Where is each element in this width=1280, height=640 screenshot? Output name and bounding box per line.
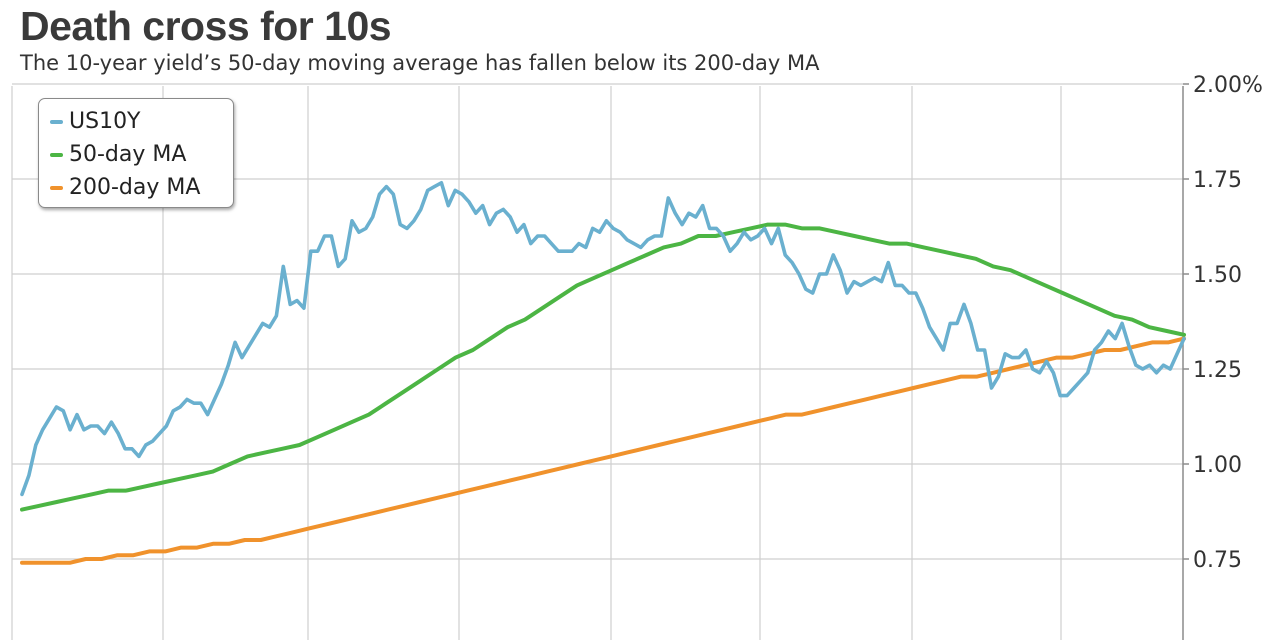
legend-item-200day-ma: 200-day MA [50, 171, 233, 204]
ma-50day-line [20, 222, 1186, 512]
legend-label-50day-ma: 50-day MA [69, 142, 187, 167]
legend-label-us10y: US10Y [69, 109, 141, 134]
y-axis-tick-label: 1.00 [1193, 453, 1242, 478]
ma-200day-line [20, 336, 1186, 565]
y-axis-tick-label: 2.00% [1193, 73, 1263, 98]
legend-label-200day-ma: 200-day MA [69, 175, 201, 200]
legend-item-50day-ma: 50-day MA [50, 138, 233, 171]
legend-swatch-us10y [50, 119, 63, 124]
y-axis-tick-label: 1.50 [1193, 263, 1242, 288]
chart-legend: US10Y 50-day MA 200-day MA [38, 98, 234, 208]
chart-subtitle: The 10-year yield’s 50-day moving averag… [20, 51, 820, 75]
y-axis-tick-label: 1.25 [1193, 358, 1242, 383]
chart-title: Death cross for 10s [20, 3, 392, 49]
legend-item-us10y: US10Y [50, 105, 233, 138]
legend-swatch-50day-ma [50, 152, 63, 157]
y-axis-tick-label: 0.75 [1193, 548, 1242, 573]
us10y-line [20, 181, 1186, 497]
y-axis-tick-label: 1.75 [1193, 168, 1242, 193]
legend-swatch-200day-ma [50, 185, 63, 190]
